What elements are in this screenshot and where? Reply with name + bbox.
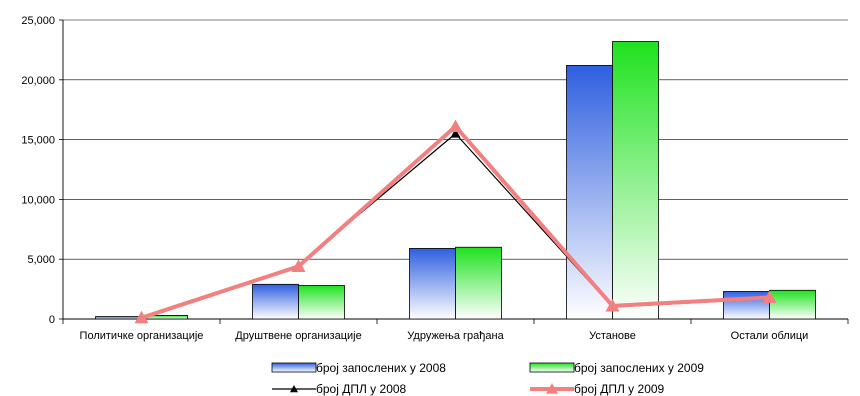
- bar: [409, 248, 456, 320]
- bar: [769, 289, 816, 320]
- bars: [95, 41, 816, 320]
- y-tick-label: 0: [49, 314, 55, 326]
- y-tick-label: 20,000: [21, 75, 55, 87]
- data-point: [450, 128, 461, 138]
- legend-swatch: [529, 362, 575, 373]
- legend-label: број ДПЛ у 2009: [574, 382, 665, 396]
- legend-marker: [290, 385, 298, 393]
- lines: [134, 119, 777, 324]
- data-point: [605, 298, 620, 312]
- x-tick-labels: Политичке организације Друштвене организа…: [80, 330, 809, 342]
- bar: [723, 291, 770, 320]
- bar: [455, 246, 502, 320]
- legend-label: број запослених у 2008: [316, 361, 446, 375]
- x-tick-label: Установе: [589, 330, 636, 342]
- x-tick-label: Политичке организације: [80, 330, 204, 342]
- bar: [612, 41, 659, 320]
- legend-label: број ДПЛ у 2008: [316, 382, 407, 396]
- legend-swatch: [271, 362, 317, 373]
- bar: [252, 283, 299, 320]
- bar: [95, 316, 142, 320]
- y-tick-label: 5,000: [27, 254, 55, 266]
- bar: [298, 285, 345, 320]
- y-tick-labels: 0 5,000 10,000 15,000 20,000 25,000: [21, 15, 55, 326]
- x-tick-label: Остали облици: [731, 330, 809, 342]
- legend-marker: [546, 383, 558, 394]
- data-point: [762, 290, 777, 304]
- data-point: [134, 310, 149, 324]
- legend: број запослених у 2008 број запослених у …: [271, 361, 704, 396]
- y-tick-label: 15,000: [21, 135, 55, 147]
- data-point: [448, 119, 463, 133]
- legend-label: број запослених у 2009: [574, 361, 704, 375]
- x-tick-label: Удружења грађана: [407, 330, 504, 342]
- data-point: [291, 259, 306, 272]
- x-tick-label: Друштвене организације: [235, 330, 361, 342]
- y-tick-label: 10,000: [21, 194, 55, 206]
- y-tick-label: 25,000: [21, 15, 55, 27]
